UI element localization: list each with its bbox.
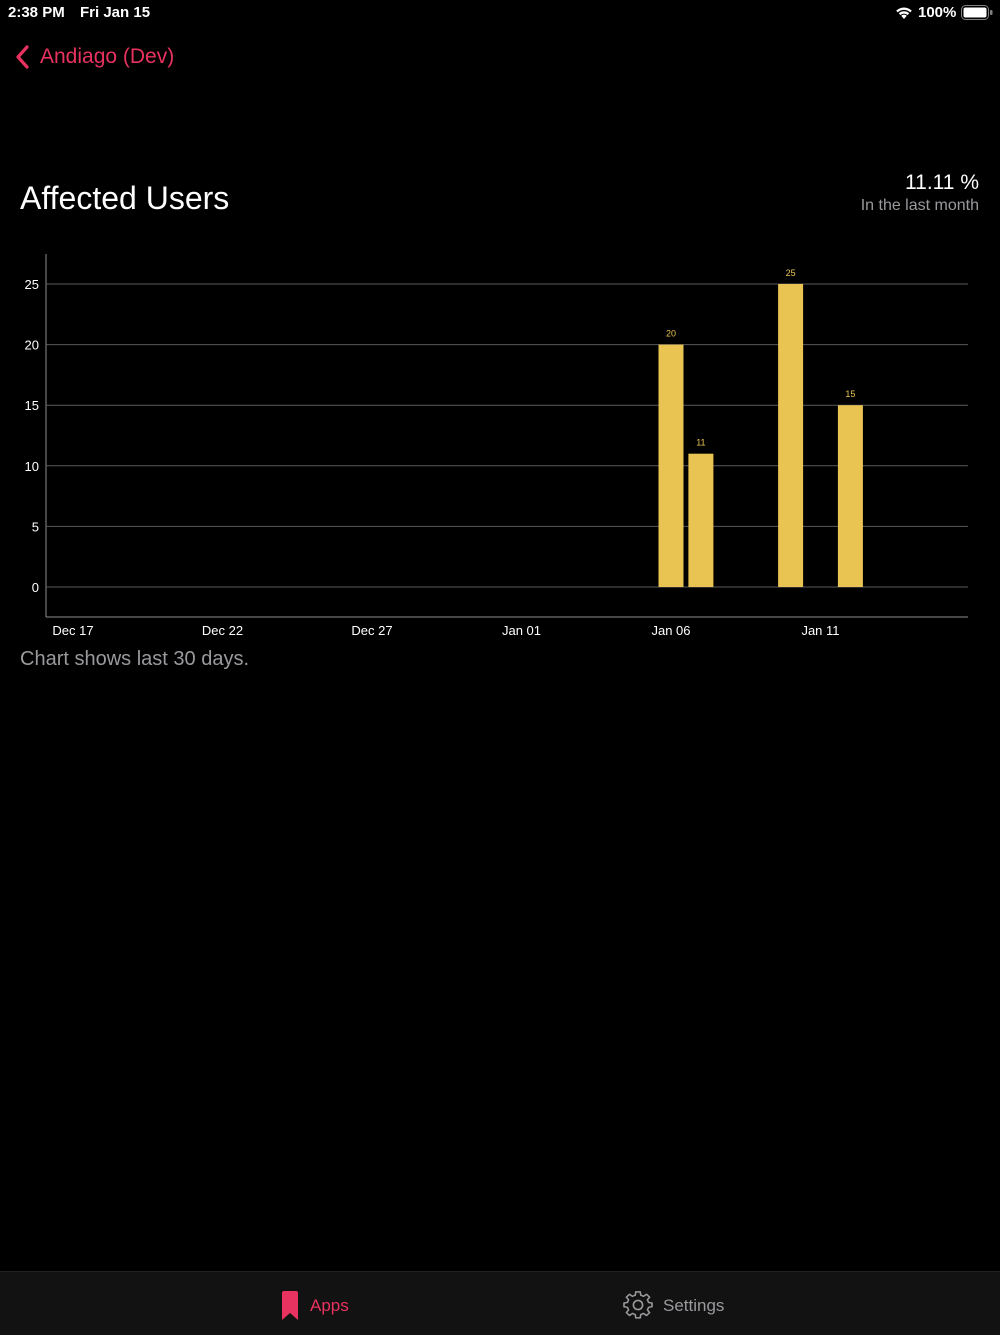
back-button[interactable]: Andiago (Dev) <box>14 42 174 72</box>
bar <box>837 405 863 587</box>
status-bar: 2:38 PM Fri Jan 15 100% <box>0 0 1000 26</box>
x-tick-label: Dec 22 <box>202 623 243 638</box>
bar <box>658 344 684 587</box>
affected-period-caption: In the last month <box>860 197 979 214</box>
tab-apps-label: Apps <box>310 1296 349 1315</box>
chevron-left-icon <box>16 45 29 69</box>
tab-apps[interactable]: Apps <box>280 1290 349 1322</box>
bar-value-label: 25 <box>786 268 796 278</box>
wifi-icon <box>896 7 912 19</box>
x-tick-label: Jan 11 <box>801 623 839 638</box>
tab-bar: Apps Settings <box>0 1271 1000 1335</box>
bookmark-icon <box>282 1291 298 1320</box>
affected-percentage: 11.11 % <box>905 171 979 194</box>
bar <box>688 453 714 587</box>
y-tick-label: 10 <box>25 459 39 474</box>
back-button-label: Andiago (Dev) <box>40 45 175 68</box>
battery-percent: 100% <box>918 4 957 21</box>
tab-settings[interactable]: Settings <box>623 1290 724 1322</box>
y-tick-label: 0 <box>32 580 39 595</box>
x-tick-label: Jan 01 <box>502 623 541 638</box>
status-date: Fri Jan 15 <box>80 4 151 21</box>
x-tick-label: Dec 27 <box>351 623 392 638</box>
gear-icon <box>623 1291 653 1319</box>
tab-settings-label: Settings <box>663 1296 725 1315</box>
battery-icon <box>961 5 993 20</box>
bar <box>778 284 804 587</box>
bar-value-label: 11 <box>696 438 705 448</box>
x-tick-label: Dec 17 <box>52 623 93 638</box>
affected-users-chart: 0 5 10 15 20 25 Dec 17 Dec 22 Dec 27 Jan 01 Jan 06… <box>25 254 968 638</box>
y-tick-label: 15 <box>25 398 39 413</box>
y-tick-label: 5 <box>32 519 39 534</box>
bar-value-label: 15 <box>845 389 855 399</box>
x-tick-label: Jan 06 <box>651 623 690 638</box>
y-tick-label: 25 <box>25 277 39 292</box>
page-title: Affected Users <box>20 180 230 216</box>
bar-value-label: 20 <box>666 329 676 339</box>
y-tick-label: 20 <box>25 338 39 353</box>
chart-note: Chart shows last 30 days. <box>20 648 249 670</box>
status-time: 2:38 PM <box>8 4 65 21</box>
